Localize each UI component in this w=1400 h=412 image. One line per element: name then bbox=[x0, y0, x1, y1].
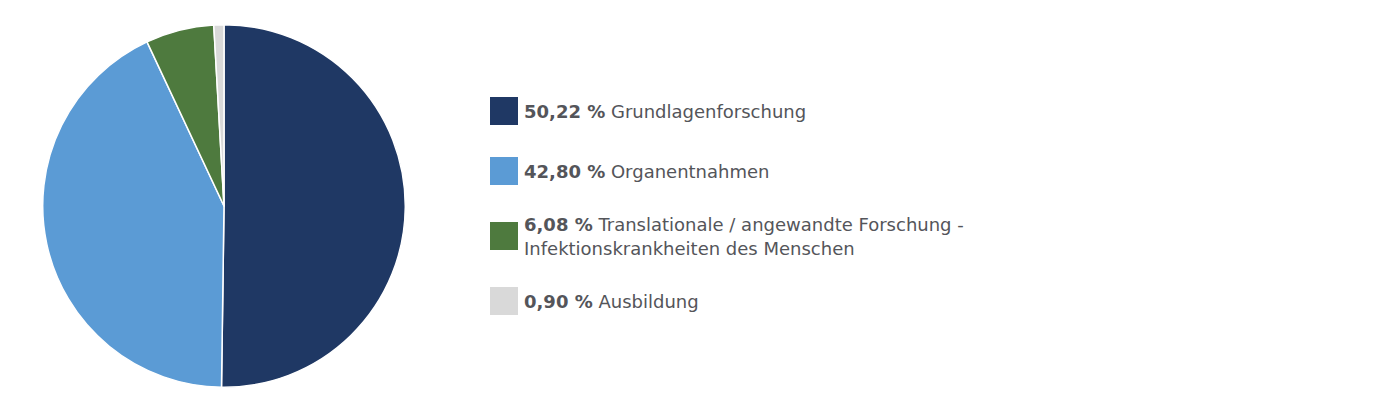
svg-text:6,08 %: 6,08 % bbox=[524, 214, 593, 235]
svg-text:42,80 %: 42,80 % bbox=[524, 161, 605, 182]
svg-text:Organentnahmen: Organentnahmen bbox=[611, 161, 770, 182]
svg-text:Ausbildung: Ausbildung bbox=[598, 291, 698, 312]
svg-text:0,90 %: 0,90 % bbox=[524, 291, 593, 312]
svg-text:Infektionskrankheiten des Mens: Infektionskrankheiten des Menschen bbox=[524, 238, 855, 259]
svg-text:Translationale / angewandte Fo: Translationale / angewandte Forschung - bbox=[597, 214, 963, 235]
svg-text:50,22 %: 50,22 % bbox=[524, 101, 605, 122]
svg-text:Grundlagenforschung: Grundlagenforschung bbox=[611, 101, 806, 122]
